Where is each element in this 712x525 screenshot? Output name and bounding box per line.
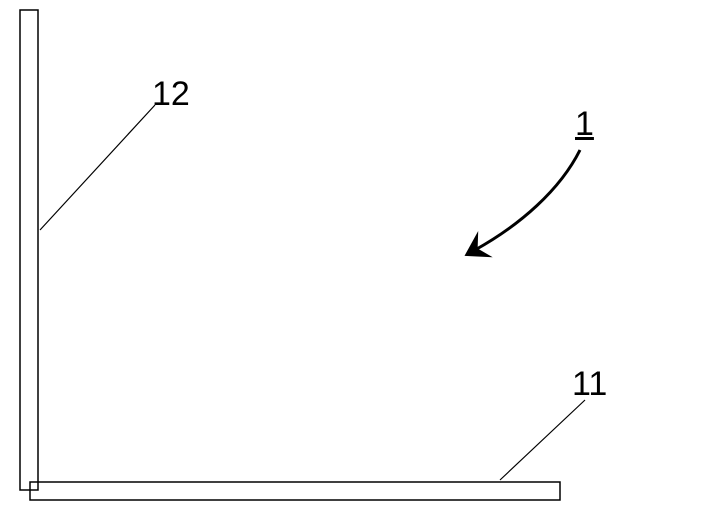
vertical-bar xyxy=(20,10,38,490)
leader-11 xyxy=(500,400,585,480)
diagram-canvas: 12 11 1 xyxy=(0,0,712,525)
arrow-1 xyxy=(475,150,580,250)
label-1: 1 xyxy=(575,105,594,144)
label-11: 11 xyxy=(572,365,607,404)
leader-12 xyxy=(40,105,155,230)
horizontal-bar xyxy=(30,482,560,500)
label-12: 12 xyxy=(152,75,190,114)
diagram-svg xyxy=(0,0,712,525)
